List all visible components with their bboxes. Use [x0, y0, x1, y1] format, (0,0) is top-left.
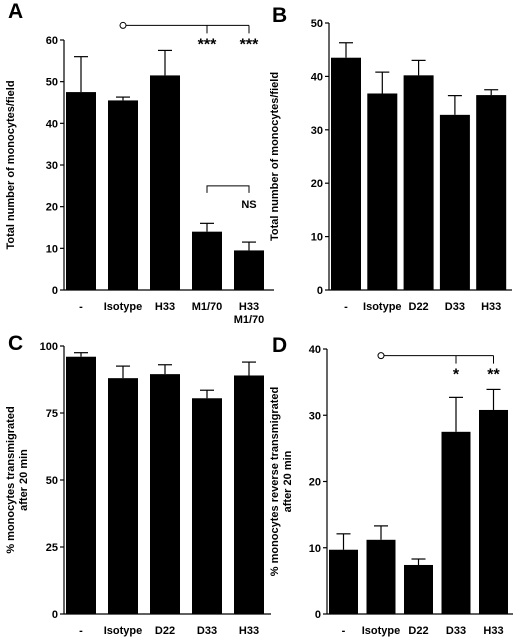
y-axis-label: Total number of monocytes/field: [5, 80, 17, 249]
y-tick-label: 0: [52, 285, 58, 297]
bar: [329, 549, 358, 614]
y-axis-label: % monocytes transmigrated: [5, 406, 17, 553]
y-tick-label: 40: [309, 344, 321, 356]
y-tick-label: 25: [46, 542, 58, 554]
y-tick-label: 50: [46, 475, 58, 487]
y-axis-label: after 20 min: [282, 450, 294, 512]
bar: [479, 409, 508, 614]
x-tick-label: H33: [239, 301, 259, 313]
bar: [150, 75, 180, 291]
x-tick-label: Isotype: [362, 625, 401, 637]
y-tick-label: 20: [309, 477, 321, 489]
y-tick-label: 30: [309, 410, 321, 422]
x-tick-label: -: [344, 301, 348, 313]
bar: [192, 398, 222, 614]
x-tick-label: D22: [408, 625, 428, 637]
bar: [108, 378, 138, 614]
y-tick-label: 0: [315, 609, 321, 621]
bar: [476, 95, 507, 290]
bar: [234, 250, 264, 290]
significance-stars: *: [453, 367, 460, 384]
ns-label: NS: [241, 199, 256, 211]
x-tick-label: Isotype: [104, 301, 143, 313]
bar: [66, 92, 96, 290]
x-tick-label: D33: [446, 625, 466, 637]
bar: [403, 75, 434, 290]
y-tick-label: 50: [311, 18, 323, 30]
y-tick-label: 0: [52, 609, 58, 621]
significance-stars: **: [487, 367, 500, 384]
panel-letter: B: [272, 4, 287, 27]
x-tick-label: -: [79, 625, 83, 637]
x-tick-label: M1/70: [234, 314, 265, 326]
y-axis-label: after 20 min: [18, 449, 30, 511]
panel-letter: A: [8, 0, 23, 23]
bar: [441, 431, 471, 614]
x-tick-label: H33: [483, 625, 503, 637]
x-tick-label: D22: [409, 301, 429, 313]
ns-bracket: [206, 185, 250, 193]
x-tick-label: H33: [239, 625, 259, 637]
panel-b: B 0 10 20 30 40 50 Total number of monocytes/fi…: [269, 4, 512, 313]
significance-stars: ***: [198, 36, 217, 53]
bar: [66, 356, 96, 614]
x-tick-label: D33: [197, 625, 217, 637]
y-tick-label: 30: [46, 160, 58, 172]
y-tick-label: 0: [317, 285, 323, 297]
x-tick-label: Isotype: [104, 625, 143, 637]
significance-stars: ***: [240, 36, 259, 53]
panel-a: A 0 10 20 30 40 50 60 Total number of monocytes/…: [5, 0, 274, 326]
y-tick-label: 50: [46, 77, 58, 89]
y-tick-label: 75: [46, 408, 58, 420]
x-tick-label: H33: [155, 301, 175, 313]
y-tick-label: 10: [46, 243, 58, 255]
x-tick-label: -: [79, 301, 83, 313]
y-tick-label: 100: [40, 341, 58, 353]
y-tick-label: 40: [46, 118, 58, 130]
bar: [108, 100, 138, 291]
bar: [192, 231, 222, 290]
x-tick-label: Isotype: [363, 301, 402, 313]
x-tick-label: M1/70: [192, 301, 223, 313]
bar: [404, 564, 433, 614]
y-axis-label: Total number of monocytes/field: [269, 72, 281, 241]
reference-marker: [119, 21, 127, 29]
x-tick-label: D22: [155, 625, 175, 637]
bar: [331, 57, 361, 291]
y-axis-label: % monocytes reverse transmigrated: [269, 387, 281, 577]
panel-letter: D: [272, 334, 287, 357]
panel-c: C 0 25 50 75 100 % monocytes transmigrated afte…: [5, 332, 271, 637]
y-tick-label: 40: [311, 71, 323, 83]
y-tick-label: 10: [309, 543, 321, 555]
bar: [366, 539, 396, 614]
bar: [150, 374, 180, 614]
bar: [439, 114, 470, 291]
panel-letter: C: [8, 332, 23, 355]
y-tick-label: 10: [311, 232, 323, 244]
x-tick-label: H33: [481, 301, 501, 313]
x-tick-label: -: [342, 625, 346, 637]
bar: [367, 93, 398, 290]
panel-d: D 0 10 20 30 40 % monocytes reverse transmigra…: [269, 334, 513, 637]
y-tick-label: 60: [46, 35, 58, 47]
y-tick-label: 20: [311, 178, 323, 190]
y-tick-label: 20: [46, 202, 58, 214]
y-tick-label: 30: [311, 125, 323, 137]
bar: [234, 375, 264, 614]
reference-marker: [377, 352, 385, 360]
x-tick-label: D33: [445, 301, 465, 313]
